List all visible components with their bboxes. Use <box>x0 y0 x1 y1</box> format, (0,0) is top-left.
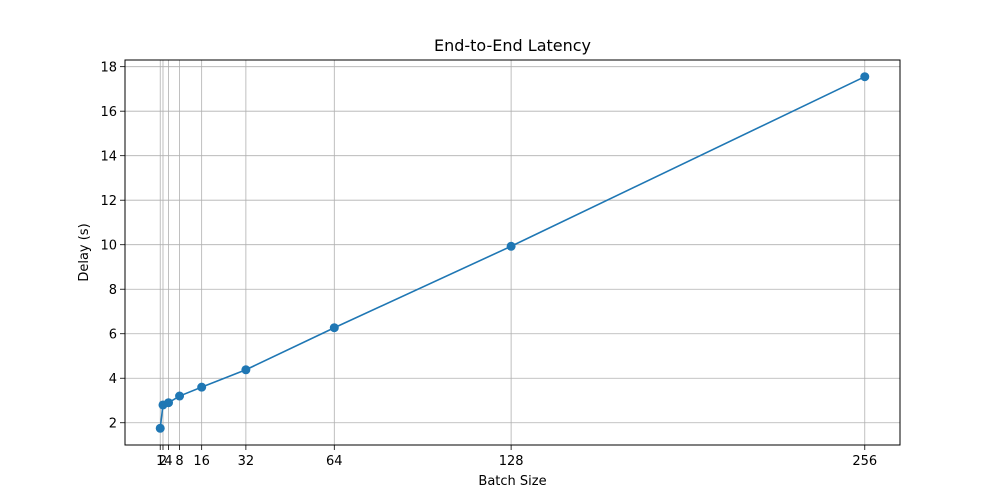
x-tick-label: 64 <box>326 454 343 469</box>
y-tick-label: 10 <box>100 239 117 254</box>
x-tick-label: 1 <box>156 454 164 469</box>
data-point <box>155 423 165 433</box>
y-tick-label: 4 <box>109 372 117 387</box>
data-point <box>197 382 207 392</box>
y-tick-label: 16 <box>100 105 117 120</box>
y-tick-label: 18 <box>100 61 117 76</box>
x-axis-label: Batch Size <box>478 474 546 489</box>
chart-title: End-to-End Latency <box>434 36 591 55</box>
y-tick-label: 14 <box>100 150 117 165</box>
data-point <box>329 323 339 333</box>
y-axis-label: Delay (s) <box>77 223 92 281</box>
x-tick-label: 4 <box>164 454 172 469</box>
x-tick-label: 32 <box>238 454 255 469</box>
data-point <box>506 241 516 251</box>
data-point <box>241 365 251 375</box>
x-tick-label: 8 <box>175 454 183 469</box>
x-tick-label: 16 <box>193 454 210 469</box>
y-tick-label: 8 <box>109 283 117 298</box>
data-point <box>175 391 185 401</box>
x-tick-label: 128 <box>499 454 524 469</box>
plot-frame <box>124 59 901 446</box>
data-point <box>164 398 174 408</box>
x-tick-label: 2 <box>159 454 167 469</box>
data-point <box>860 72 870 82</box>
series-layer <box>155 72 870 433</box>
x-tick-label: 256 <box>852 454 877 469</box>
y-tick-label: 12 <box>100 194 117 209</box>
y-tick-label: 6 <box>109 328 117 343</box>
y-tick-label: 2 <box>109 417 117 432</box>
